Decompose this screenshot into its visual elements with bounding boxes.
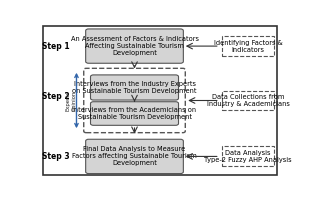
Text: Final Data Analysis to Measure
Factors affecting Sustainable Tourism
Development: Final Data Analysis to Measure Factors a… [72,146,197,166]
Text: Interviews from the Industry Experts
on Sustainable Tourism Development: Interviews from the Industry Experts on … [72,81,197,94]
Text: Experts
Opinion: Experts Opinion [66,90,76,111]
Text: Interviews from the Academicians on
Sustainable Tourism Development: Interviews from the Academicians on Sust… [72,107,197,120]
FancyBboxPatch shape [84,68,185,133]
FancyBboxPatch shape [86,139,183,174]
FancyBboxPatch shape [43,26,277,175]
FancyBboxPatch shape [90,102,178,125]
FancyBboxPatch shape [222,36,274,56]
FancyBboxPatch shape [90,75,178,100]
Text: Data Analysis
Type-2 Fuzzy AHP Analysis: Data Analysis Type-2 Fuzzy AHP Analysis [204,150,292,163]
Text: Data Collections from
Industry & Academicians: Data Collections from Industry & Academi… [207,94,290,107]
FancyBboxPatch shape [222,146,274,166]
FancyBboxPatch shape [86,29,183,63]
Text: An Assessment of Factors & Indicators
Affecting Sustainable Tourism
Development: An Assessment of Factors & Indicators Af… [71,36,198,56]
Text: Identifying Factors &
Indicators: Identifying Factors & Indicators [214,40,283,53]
Text: Step 3: Step 3 [42,152,70,161]
Text: Step 2: Step 2 [42,92,70,101]
Text: Step 1: Step 1 [42,42,70,51]
FancyBboxPatch shape [222,91,274,110]
